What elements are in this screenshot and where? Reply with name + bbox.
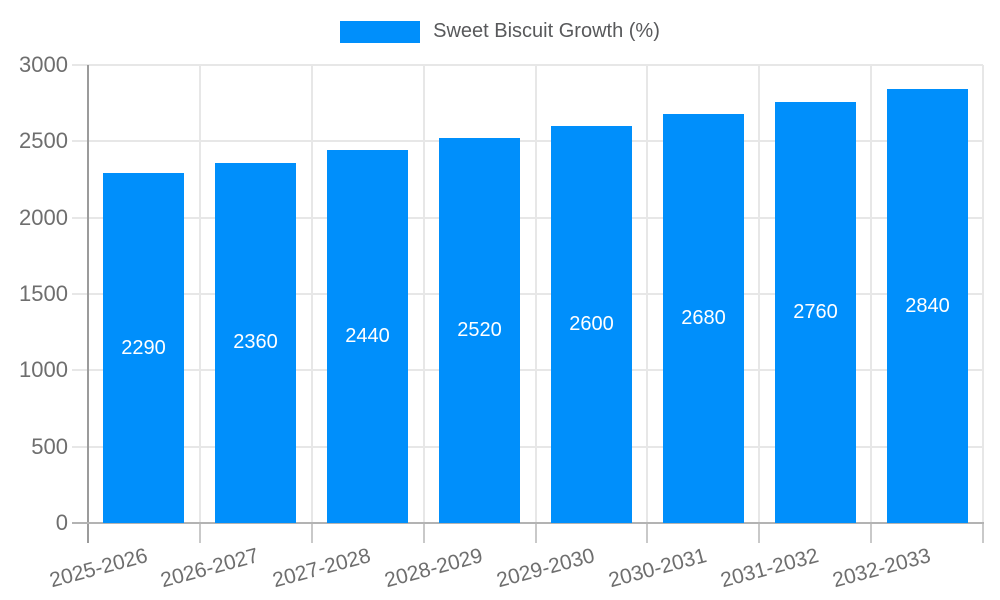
x-axis-label: 2028-2029	[382, 544, 486, 593]
gridline-vertical	[982, 65, 984, 523]
gridline-horizontal	[72, 64, 983, 66]
y-axis-label: 2500	[19, 128, 68, 154]
bar-value-label: 2360	[233, 331, 278, 354]
x-axis-label: 2027-2028	[270, 544, 374, 593]
gridline-vertical	[198, 65, 201, 523]
gridline-vertical	[758, 65, 761, 523]
x-axis-label: 2031-2032	[717, 544, 821, 593]
bar-value-label: 2520	[457, 319, 502, 342]
x-axis-tick	[758, 523, 761, 543]
x-axis-tick	[422, 523, 425, 543]
gridline-vertical	[646, 65, 649, 523]
gridline-vertical	[422, 65, 425, 523]
x-axis-tick	[982, 523, 984, 543]
y-axis-label: 1500	[19, 281, 68, 306]
y-axis-label: 2000	[19, 204, 68, 230]
x-axis-tick	[646, 523, 649, 543]
gridline-vertical	[310, 65, 313, 523]
legend-label: Sweet Biscuit Growth (%)	[433, 20, 660, 42]
bar-2029-2030[interactable]: 2600	[551, 126, 632, 523]
bar-value-label: 2600	[569, 313, 614, 336]
gridline-horizontal	[72, 140, 983, 143]
y-axis-label: 1000	[19, 357, 68, 383]
bar-2031-2032[interactable]: 2760	[775, 101, 856, 523]
bar-value-label: 2290	[121, 336, 166, 359]
gridline-vertical	[870, 65, 873, 523]
gridline-horizontal	[72, 293, 983, 295]
x-axis-label: 2026-2027	[158, 544, 262, 593]
bar-2030-2031[interactable]: 2680	[663, 113, 744, 523]
bar-2026-2027[interactable]: 2360	[215, 162, 296, 523]
bar-2032-2033[interactable]: 2840	[887, 89, 968, 523]
y-axis-line	[87, 65, 89, 543]
legend-swatch	[340, 20, 421, 43]
bar-value-label: 2760	[793, 300, 838, 323]
x-axis-label: 2025-2026	[46, 544, 150, 593]
bar-2025-2026[interactable]: 2290	[103, 173, 184, 523]
y-axis-label: 3000	[19, 52, 68, 77]
bar-2027-2028[interactable]: 2440	[327, 150, 408, 523]
x-axis-label: 2032-2033	[829, 544, 933, 593]
x-axis-label: 2030-2031	[606, 544, 710, 593]
y-axis-label: 500	[31, 433, 68, 459]
x-axis-tick	[198, 523, 201, 543]
x-axis-tick	[310, 523, 313, 543]
x-axis-line	[72, 522, 984, 524]
x-axis-tick	[870, 523, 873, 543]
y-axis-label: 0	[55, 510, 68, 535]
gridline-horizontal	[72, 445, 983, 448]
gridline-horizontal	[72, 369, 983, 372]
bar-value-label: 2680	[681, 306, 726, 329]
bar-value-label: 2440	[345, 325, 390, 348]
gridline-horizontal	[72, 216, 983, 219]
x-axis-label: 2029-2030	[494, 544, 598, 593]
gridline-vertical	[534, 65, 537, 523]
legend[interactable]: Sweet Biscuit Growth (%)	[0, 20, 1000, 43]
x-axis-tick	[534, 523, 537, 543]
bar-2028-2029[interactable]: 2520	[439, 138, 520, 523]
bar-value-label: 2840	[905, 294, 950, 317]
